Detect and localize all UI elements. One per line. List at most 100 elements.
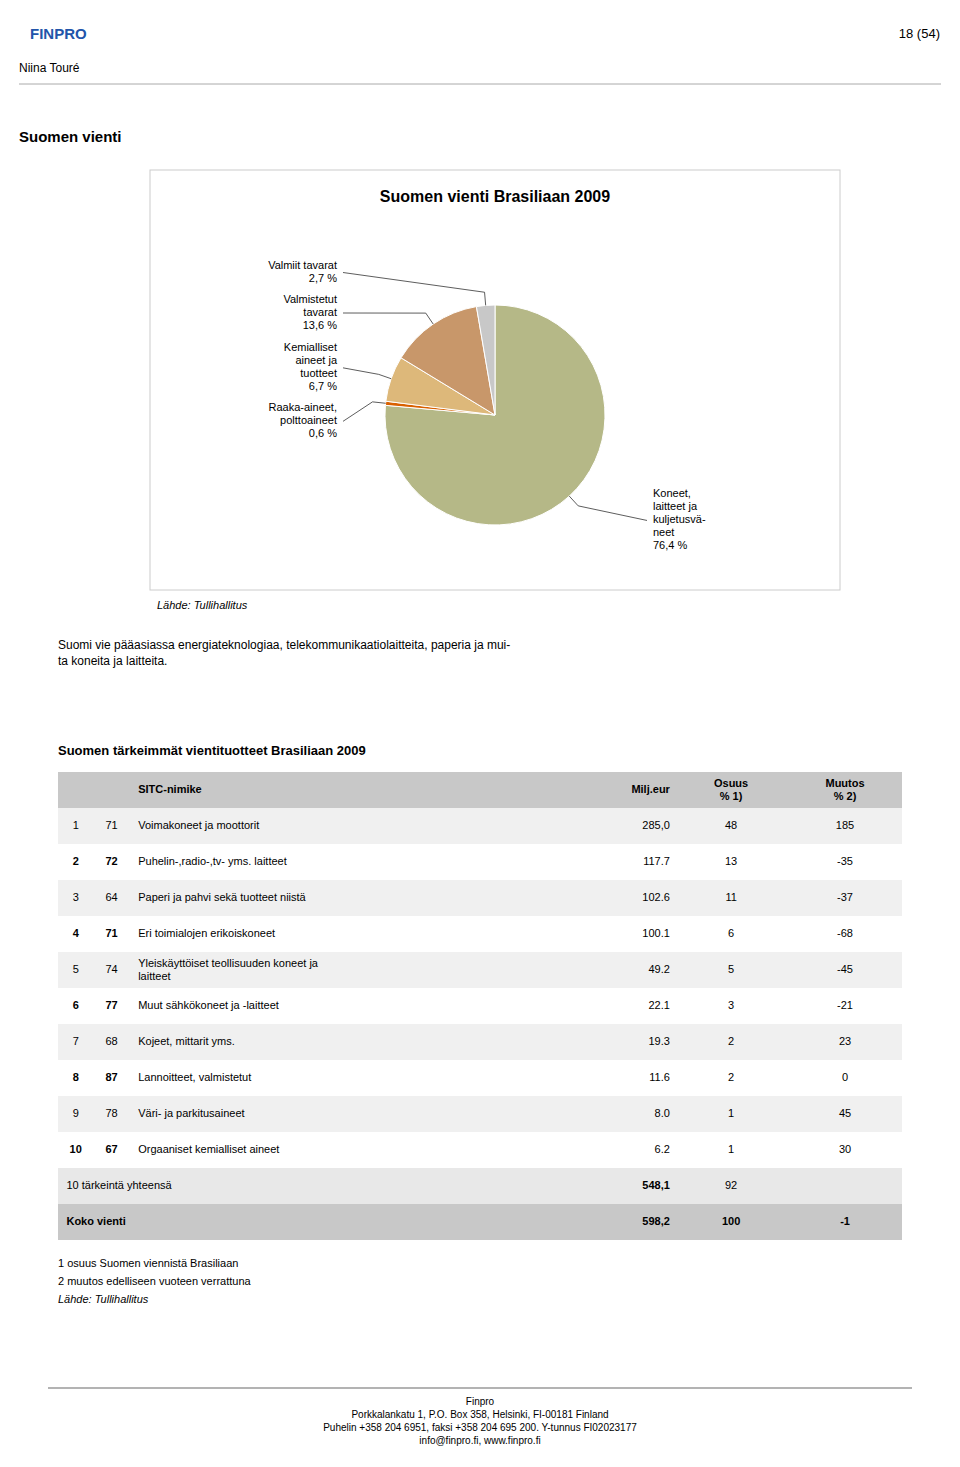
table-row-bg [58, 880, 902, 916]
text-line: Eri toimialojen erikoiskoneet [138, 927, 275, 939]
table-cell: 2 [73, 855, 79, 867]
text-line: laitteet [138, 969, 170, 981]
text-line: Väri- ja parkitusaineet [138, 1107, 244, 1119]
table-row-bg [58, 1060, 902, 1096]
text-line: 13 [725, 855, 737, 867]
table-cell: 68 [105, 1035, 117, 1047]
table-total: 10 tärkeintä yhteensä [66, 1179, 172, 1191]
table-cell: -21 [837, 999, 853, 1011]
footer-line: Puhelin +358 204 6951, faksi +358 204 69… [323, 1422, 637, 1433]
text-line: 3 [73, 891, 79, 903]
text-line: 11.6 [649, 1071, 670, 1083]
data-label: 6,7 % [309, 380, 337, 392]
text-line: 18 (54) [899, 26, 940, 41]
table-cell: 11.6 [649, 1071, 670, 1083]
text-line: 10 [70, 1143, 82, 1155]
text-line: 9 [73, 1107, 79, 1119]
source-note: Lähde: Tullihallitus [157, 599, 248, 611]
table-cell: 45 [839, 1107, 851, 1119]
text-line: Lähde: Tullihallitus [157, 599, 248, 611]
text-line: 598,2 [642, 1215, 670, 1227]
text-line: 1 [73, 819, 79, 831]
body-text: Suomi vie pääasiassa energiateknologiaa,… [58, 638, 510, 668]
text-line: 1 osuus Suomen viennistä Brasiliaan [58, 1257, 238, 1269]
table-row-bg [58, 988, 902, 1024]
text-line: 48 [725, 819, 737, 831]
table: Suomen tärkeimmät vientituotteet Brasili… [58, 743, 902, 1304]
text-line: -1 [840, 1215, 850, 1227]
text-line: tuotteet [300, 367, 337, 379]
leader-line [343, 368, 391, 379]
text-line: 76,4 % [653, 539, 687, 551]
header: FINPRO18 (54)Niina TouréSuomen vienti [19, 25, 941, 145]
table-total-bg [58, 1168, 902, 1204]
table-cell: 49.2 [648, 963, 669, 975]
table-cell: Muut sähkökoneet ja -laitteet [138, 999, 279, 1011]
table-cell: 1 [728, 1143, 734, 1155]
table-cell: 9 [73, 1107, 79, 1119]
text-line: 11 [725, 891, 736, 903]
text-line: -21 [837, 999, 853, 1011]
footnote: 2 muutos edelliseen vuoteen verrattuna [58, 1275, 252, 1287]
footer-line: Porkkalankatu 1, P.O. Box 358, Helsinki,… [351, 1409, 608, 1420]
text-line: FINPRO [30, 25, 87, 42]
table-cell: 5 [73, 963, 79, 975]
text-line: 30 [839, 1143, 851, 1155]
table-header: Osuus% 1) [714, 776, 748, 801]
text-line: Koko vienti [66, 1215, 125, 1227]
text-line: -45 [837, 963, 853, 975]
table-cell: Voimakoneet ja moottorit [138, 819, 259, 831]
text-line: 117.7 [643, 855, 670, 867]
table-cell: 74 [105, 963, 117, 975]
text-line: laitteet ja [653, 500, 698, 512]
table-cell: 48 [725, 819, 737, 831]
text-line: 548,1 [642, 1179, 670, 1191]
text-line: tavarat [303, 306, 337, 318]
table-title: Suomen tärkeimmät vientituotteet Brasili… [58, 743, 366, 758]
text-line: Raaka-aineet, [269, 401, 338, 413]
page-number: 18 (54) [899, 26, 940, 41]
pie-slice [476, 305, 495, 415]
text-line: 2 [73, 855, 79, 867]
text-line: 8.0 [655, 1107, 670, 1119]
text-line: 3 [728, 999, 734, 1011]
table-cell: 64 [105, 891, 117, 903]
text-line: 2 [728, 1035, 734, 1047]
text-line: Muut sähkökoneet ja -laitteet [138, 999, 279, 1011]
pie-labels: Koneet,laitteet jakuljetusvä-neet76,4 %R… [268, 259, 706, 551]
table-cell: 102.6 [642, 891, 670, 903]
text-line: neet [653, 526, 674, 538]
chart-frame [150, 170, 840, 590]
text-line: Milj.eur [631, 783, 670, 795]
chart-title: Suomen vienti Brasiliaan 2009 [380, 188, 610, 205]
table-row-bg [58, 952, 902, 988]
table-cell: 67 [105, 1143, 117, 1155]
text-line: 285,0 [642, 819, 670, 831]
table-cell: Puhelin-,radio-,tv- yms. laitteet [138, 855, 287, 867]
table-cell: 71 [105, 819, 117, 831]
text-line: Niina Touré [19, 61, 80, 75]
table-cell: Kojeet, mittarit yms. [138, 1035, 235, 1047]
slice-label: Valmistetuttavarat [283, 293, 337, 318]
table-cell: 22.1 [648, 999, 669, 1011]
text-line: 71 [105, 819, 117, 831]
data-label: 13,6 % [303, 319, 337, 331]
table-cell: 2 [728, 1035, 734, 1047]
table-grand-bg [58, 1204, 902, 1240]
table-cell: 285,0 [642, 819, 670, 831]
data-label: 76,4 % [653, 539, 687, 551]
table-cell: 4 [73, 927, 80, 939]
table-cell: 0 [842, 1071, 848, 1083]
text-line: 4 [73, 927, 80, 939]
text-line: 5 [728, 963, 734, 975]
text-line: Lähde: Tullihallitus [58, 1293, 149, 1305]
leader-line [343, 313, 433, 324]
text-line: Orgaaniset kemialliset aineet [138, 1143, 279, 1155]
text-line: Porkkalankatu 1, P.O. Box 358, Helsinki,… [351, 1409, 608, 1420]
text-line: 13,6 % [303, 319, 337, 331]
table-cell: 77 [105, 999, 117, 1011]
table-cell: 6 [728, 927, 734, 939]
text-line: 45 [839, 1107, 851, 1119]
text-line: Koneet, [653, 487, 691, 499]
text-line: -35 [837, 855, 853, 867]
